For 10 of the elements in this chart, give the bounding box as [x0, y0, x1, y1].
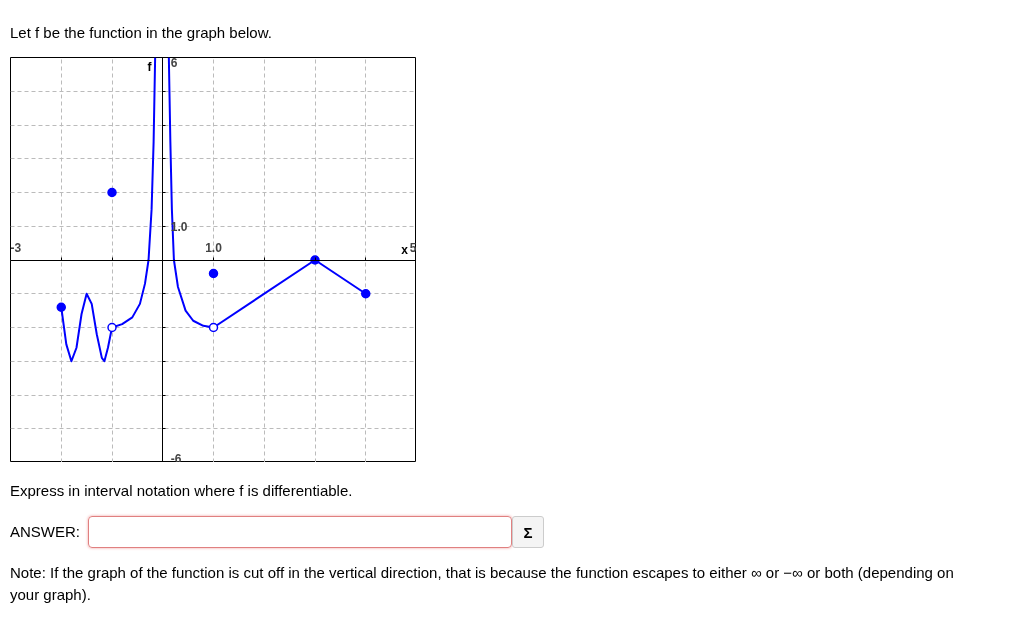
x-axis-title: x [401, 243, 409, 258]
text: Express in interval notation where f is differentiable. [10, 481, 353, 502]
y-axis-title: f [147, 60, 153, 75]
chart-title: Let f be the function in the graph below. [10, 23, 272, 43]
text: Note: If the graph of the function is cut off in the vertical direction, that is because the function escapes to either ∞ or −∞ or both (depending on your graph). [10, 562, 955, 605]
text: ANSWER: [10, 523, 81, 541]
y-tick-label: 6 [170, 55, 178, 70]
x-tick-label: -3 [10, 241, 22, 256]
x-tick-label: 1.0 [205, 241, 223, 256]
text: Σ [512, 515, 545, 548]
